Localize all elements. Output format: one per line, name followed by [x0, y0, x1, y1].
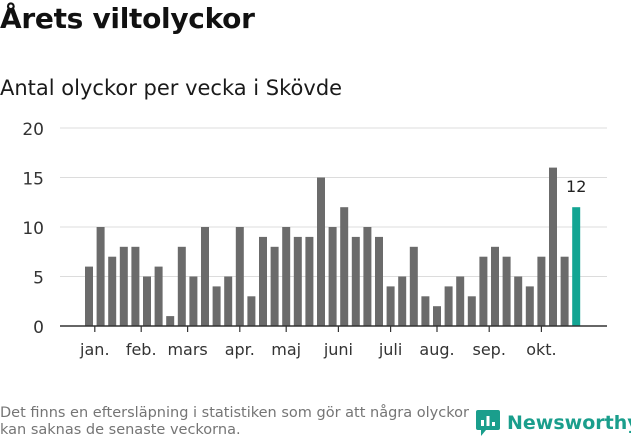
- bar: [177, 246, 186, 326]
- brand-name: Newsworthy: [507, 412, 631, 434]
- bar: [259, 236, 267, 326]
- bar: [85, 266, 93, 326]
- bar: [119, 246, 128, 326]
- y-tick-label: 15: [22, 170, 44, 190]
- bar: [189, 276, 198, 326]
- bar: [328, 227, 337, 326]
- weekly-accidents-bar-chart: 0 5 10 15 20 jan. feb. mars apr. maj juni juli aug.…: [22, 120, 607, 359]
- bar: [560, 256, 569, 326]
- bar: [235, 227, 244, 326]
- x-tick-label: aug.: [419, 340, 454, 359]
- bar: [108, 256, 117, 326]
- chart-subtitle: Antal olyckor per vecka i Skövde: [0, 76, 343, 100]
- newsworthy-logo-icon: [476, 410, 500, 436]
- bar: [514, 276, 523, 326]
- x-tick-label: mars: [167, 340, 207, 359]
- bar: [351, 236, 360, 326]
- bar: [96, 227, 105, 326]
- bar: [363, 227, 372, 326]
- x-tick-label: juni: [323, 340, 353, 359]
- x-tick-label: maj: [271, 340, 301, 359]
- bar: [143, 276, 151, 326]
- brand-logo: Newsworthy: [475, 407, 631, 439]
- bar: [154, 266, 163, 326]
- bar: [166, 316, 175, 326]
- bar: [433, 306, 441, 326]
- bar: [386, 286, 395, 326]
- bar: [421, 296, 430, 326]
- y-tick-label: 10: [22, 219, 44, 239]
- bar: [479, 256, 488, 326]
- bar: [212, 286, 221, 326]
- bar: [340, 207, 349, 326]
- bar: [131, 246, 140, 326]
- bar: [537, 256, 546, 326]
- annotations: 12: [566, 177, 586, 196]
- bars: [85, 167, 581, 326]
- bar: [282, 227, 291, 326]
- bar: [317, 177, 325, 326]
- y-tick-label: 20: [22, 120, 44, 140]
- x-tick-label: feb.: [126, 340, 157, 359]
- chart-title: Årets viltolyckor: [0, 2, 255, 35]
- bar: [456, 276, 465, 326]
- y-tick-label: 0: [33, 318, 44, 338]
- bar: [525, 286, 534, 326]
- y-tick-label: 5: [33, 269, 44, 289]
- bar: [305, 236, 314, 326]
- bar: [293, 236, 302, 326]
- x-tick-label: juli: [378, 340, 402, 359]
- bar: [201, 227, 209, 326]
- x-tick-label: okt.: [526, 340, 556, 359]
- x-tick-label: apr.: [225, 340, 255, 359]
- bar: [502, 256, 511, 326]
- bar: [409, 246, 418, 326]
- footnote: Det finns en eftersläpning i statistiken…: [0, 405, 469, 438]
- bar: [375, 236, 383, 326]
- bar: [398, 276, 407, 326]
- bar: [444, 286, 453, 326]
- bar: [224, 276, 233, 326]
- bar: [270, 246, 279, 326]
- bar: [467, 296, 476, 326]
- bar: [549, 167, 557, 326]
- y-axis-tick-labels: 0 5 10 15 20: [22, 120, 44, 338]
- data-label: 12: [566, 177, 586, 196]
- x-tick-label: sep.: [472, 340, 505, 359]
- x-tick-label: jan.: [79, 340, 109, 359]
- bar: [572, 207, 581, 326]
- x-axis-month-labels: jan. feb. mars apr. maj juni juli aug. sep. okt.: [79, 326, 557, 359]
- bar: [491, 246, 499, 326]
- bar: [247, 296, 256, 326]
